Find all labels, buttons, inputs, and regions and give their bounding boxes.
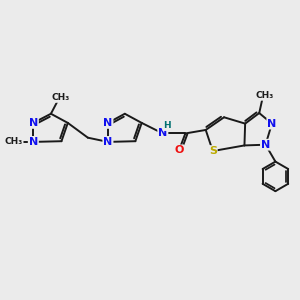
Text: CH₃: CH₃: [4, 137, 23, 146]
Text: H: H: [163, 121, 171, 130]
Text: S: S: [209, 146, 217, 156]
Text: N: N: [29, 118, 38, 128]
Text: N: N: [103, 118, 112, 128]
Text: N: N: [29, 137, 38, 147]
Text: CH₃: CH₃: [52, 93, 70, 102]
Text: N: N: [103, 137, 112, 147]
Text: O: O: [174, 146, 184, 155]
Text: N: N: [267, 118, 277, 129]
Text: N: N: [158, 128, 167, 139]
Text: N: N: [261, 140, 270, 150]
Text: CH₃: CH₃: [255, 91, 273, 100]
